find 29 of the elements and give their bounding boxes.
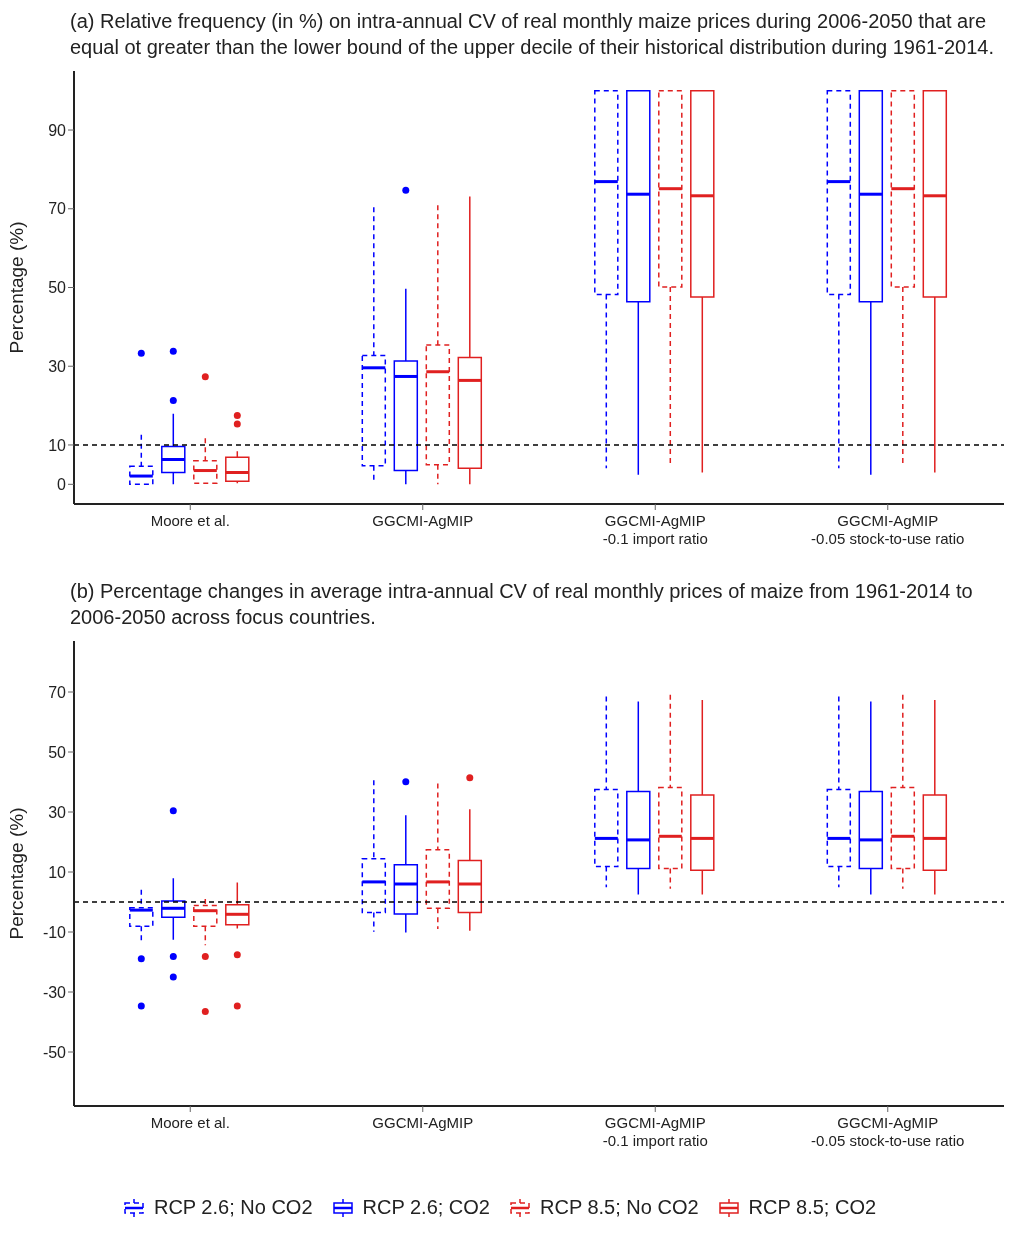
- x-tick-label: Moore et al.: [150, 1114, 230, 1131]
- y-tick-label: 70: [48, 200, 67, 218]
- x-tick-label: GGCMI-AgMIP -0.1 import ratio: [602, 512, 708, 547]
- y-tick-label: 0: [57, 476, 67, 493]
- x-tick-label: GGCMI-AgMIP -0.05 stock-to-use ratio: [811, 512, 965, 547]
- y-tick-label: 50: [48, 743, 67, 761]
- y-tick-label: 50: [48, 279, 67, 297]
- y-tick-label: -50: [42, 1043, 67, 1061]
- chart-title: (b) Percentage changes in average intra-annual CV of real monthly prices of maize from 1961-2014 to 2006-2050 across focus countries.: [69, 579, 974, 630]
- chart-title: (a) Relative frequency (in %) on intra-annual CV of real monthly maize prices during 2006-2050 that are equal ot greater than the lower bound of the upper decile of their historical distribution during 1961-2014.: [69, 9, 995, 60]
- y-axis-title: Percentage (%): [5, 807, 27, 940]
- x-tick-label: GGCMI-AgMIP: [372, 512, 474, 529]
- y-tick-label: 90: [48, 121, 67, 139]
- y-tick-label: 10: [48, 863, 67, 881]
- legend-label: RCP 8.5; No CO2: [540, 1196, 699, 1219]
- x-tick-label: Moore et al.: [150, 512, 230, 529]
- legend-label: RCP 8.5; CO2: [748, 1196, 877, 1219]
- y-axis-title: Percentage (%): [5, 221, 27, 354]
- legend-label: RCP 2.6; No CO2: [153, 1196, 313, 1219]
- y-tick-label: 30: [48, 357, 67, 375]
- legend-label: RCP 2.6; CO2: [362, 1196, 490, 1219]
- y-tick-label: -10: [42, 923, 67, 941]
- y-tick-label: 70: [48, 683, 67, 701]
- x-tick-label: GGCMI-AgMIP: [372, 1114, 474, 1131]
- x-tick-label: GGCMI-AgMIP -0.1 import ratio: [602, 1114, 708, 1149]
- y-tick-label: 30: [48, 803, 67, 821]
- y-tick-label: 10: [48, 436, 67, 454]
- x-tick-label: GGCMI-AgMIP -0.05 stock-to-use ratio: [811, 1114, 965, 1149]
- y-tick-label: -30: [42, 983, 67, 1001]
